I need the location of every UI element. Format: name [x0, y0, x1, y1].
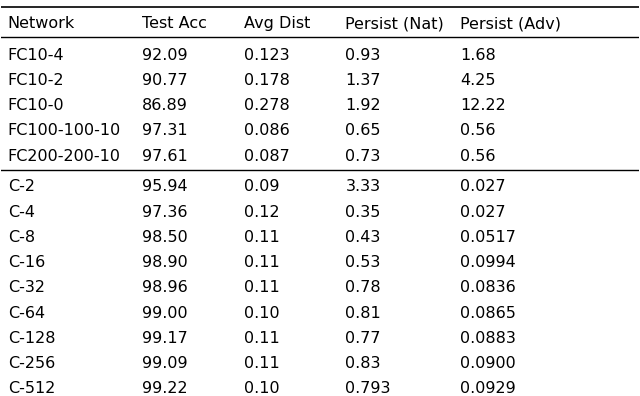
Text: 99.22: 99.22 — [141, 381, 188, 396]
Text: 86.89: 86.89 — [141, 98, 188, 113]
Text: 0.0929: 0.0929 — [460, 381, 516, 396]
Text: 0.56: 0.56 — [460, 148, 496, 164]
Text: 3.33: 3.33 — [346, 179, 381, 194]
Text: 4.25: 4.25 — [460, 73, 496, 88]
Text: Network: Network — [8, 16, 75, 31]
Text: 0.43: 0.43 — [346, 230, 381, 245]
Text: 0.77: 0.77 — [346, 331, 381, 346]
Text: 0.53: 0.53 — [346, 255, 381, 270]
Text: 0.278: 0.278 — [244, 98, 289, 113]
Text: Test Acc: Test Acc — [141, 16, 207, 31]
Text: 0.83: 0.83 — [346, 356, 381, 371]
Text: 0.087: 0.087 — [244, 148, 289, 164]
Text: 0.56: 0.56 — [460, 124, 496, 139]
Text: 98.50: 98.50 — [141, 230, 188, 245]
Text: Persist (Adv): Persist (Adv) — [460, 16, 561, 31]
Text: 97.36: 97.36 — [141, 205, 187, 220]
Text: FC10-2: FC10-2 — [8, 73, 65, 88]
Text: 99.09: 99.09 — [141, 356, 188, 371]
Text: 1.92: 1.92 — [346, 98, 381, 113]
Text: 97.61: 97.61 — [141, 148, 188, 164]
Text: FC200-200-10: FC200-200-10 — [8, 148, 121, 164]
Text: 0.0900: 0.0900 — [460, 356, 516, 371]
Text: 0.793: 0.793 — [346, 381, 391, 396]
Text: 0.178: 0.178 — [244, 73, 289, 88]
Text: 12.22: 12.22 — [460, 98, 506, 113]
Text: 0.10: 0.10 — [244, 306, 279, 320]
Text: Avg Dist: Avg Dist — [244, 16, 310, 31]
Text: 0.09: 0.09 — [244, 179, 279, 194]
Text: 0.78: 0.78 — [346, 280, 381, 295]
Text: C-64: C-64 — [8, 306, 45, 320]
Text: 98.90: 98.90 — [141, 255, 188, 270]
Text: C-2: C-2 — [8, 179, 35, 194]
Text: 0.65: 0.65 — [346, 124, 381, 139]
Text: C-128: C-128 — [8, 331, 55, 346]
Text: 98.96: 98.96 — [141, 280, 188, 295]
Text: 92.09: 92.09 — [141, 48, 188, 63]
Text: 0.123: 0.123 — [244, 48, 289, 63]
Text: C-256: C-256 — [8, 356, 55, 371]
Text: FC10-0: FC10-0 — [8, 98, 65, 113]
Text: 0.11: 0.11 — [244, 255, 279, 270]
Text: C-4: C-4 — [8, 205, 35, 220]
Text: 1.68: 1.68 — [460, 48, 496, 63]
Text: 0.35: 0.35 — [346, 205, 381, 220]
Text: 0.027: 0.027 — [460, 205, 506, 220]
Text: 0.11: 0.11 — [244, 230, 279, 245]
Text: 99.17: 99.17 — [141, 331, 188, 346]
Text: 0.12: 0.12 — [244, 205, 279, 220]
Text: 0.0883: 0.0883 — [460, 331, 516, 346]
Text: FC10-4: FC10-4 — [8, 48, 65, 63]
Text: 95.94: 95.94 — [141, 179, 188, 194]
Text: 0.0865: 0.0865 — [460, 306, 516, 320]
Text: 0.11: 0.11 — [244, 280, 279, 295]
Text: C-32: C-32 — [8, 280, 45, 295]
Text: C-512: C-512 — [8, 381, 55, 396]
Text: Persist (Nat): Persist (Nat) — [346, 16, 444, 31]
Text: 0.10: 0.10 — [244, 381, 279, 396]
Text: 0.73: 0.73 — [346, 148, 381, 164]
Text: 0.11: 0.11 — [244, 331, 279, 346]
Text: 0.086: 0.086 — [244, 124, 289, 139]
Text: FC100-100-10: FC100-100-10 — [8, 124, 121, 139]
Text: 0.81: 0.81 — [346, 306, 381, 320]
Text: 0.0836: 0.0836 — [460, 280, 516, 295]
Text: 0.0994: 0.0994 — [460, 255, 516, 270]
Text: 90.77: 90.77 — [141, 73, 188, 88]
Text: C-16: C-16 — [8, 255, 45, 270]
Text: 0.027: 0.027 — [460, 179, 506, 194]
Text: C-8: C-8 — [8, 230, 35, 245]
Text: 0.0517: 0.0517 — [460, 230, 516, 245]
Text: 0.93: 0.93 — [346, 48, 381, 63]
Text: 99.00: 99.00 — [141, 306, 188, 320]
Text: 1.37: 1.37 — [346, 73, 381, 88]
Text: 97.31: 97.31 — [141, 124, 188, 139]
Text: 0.11: 0.11 — [244, 356, 279, 371]
